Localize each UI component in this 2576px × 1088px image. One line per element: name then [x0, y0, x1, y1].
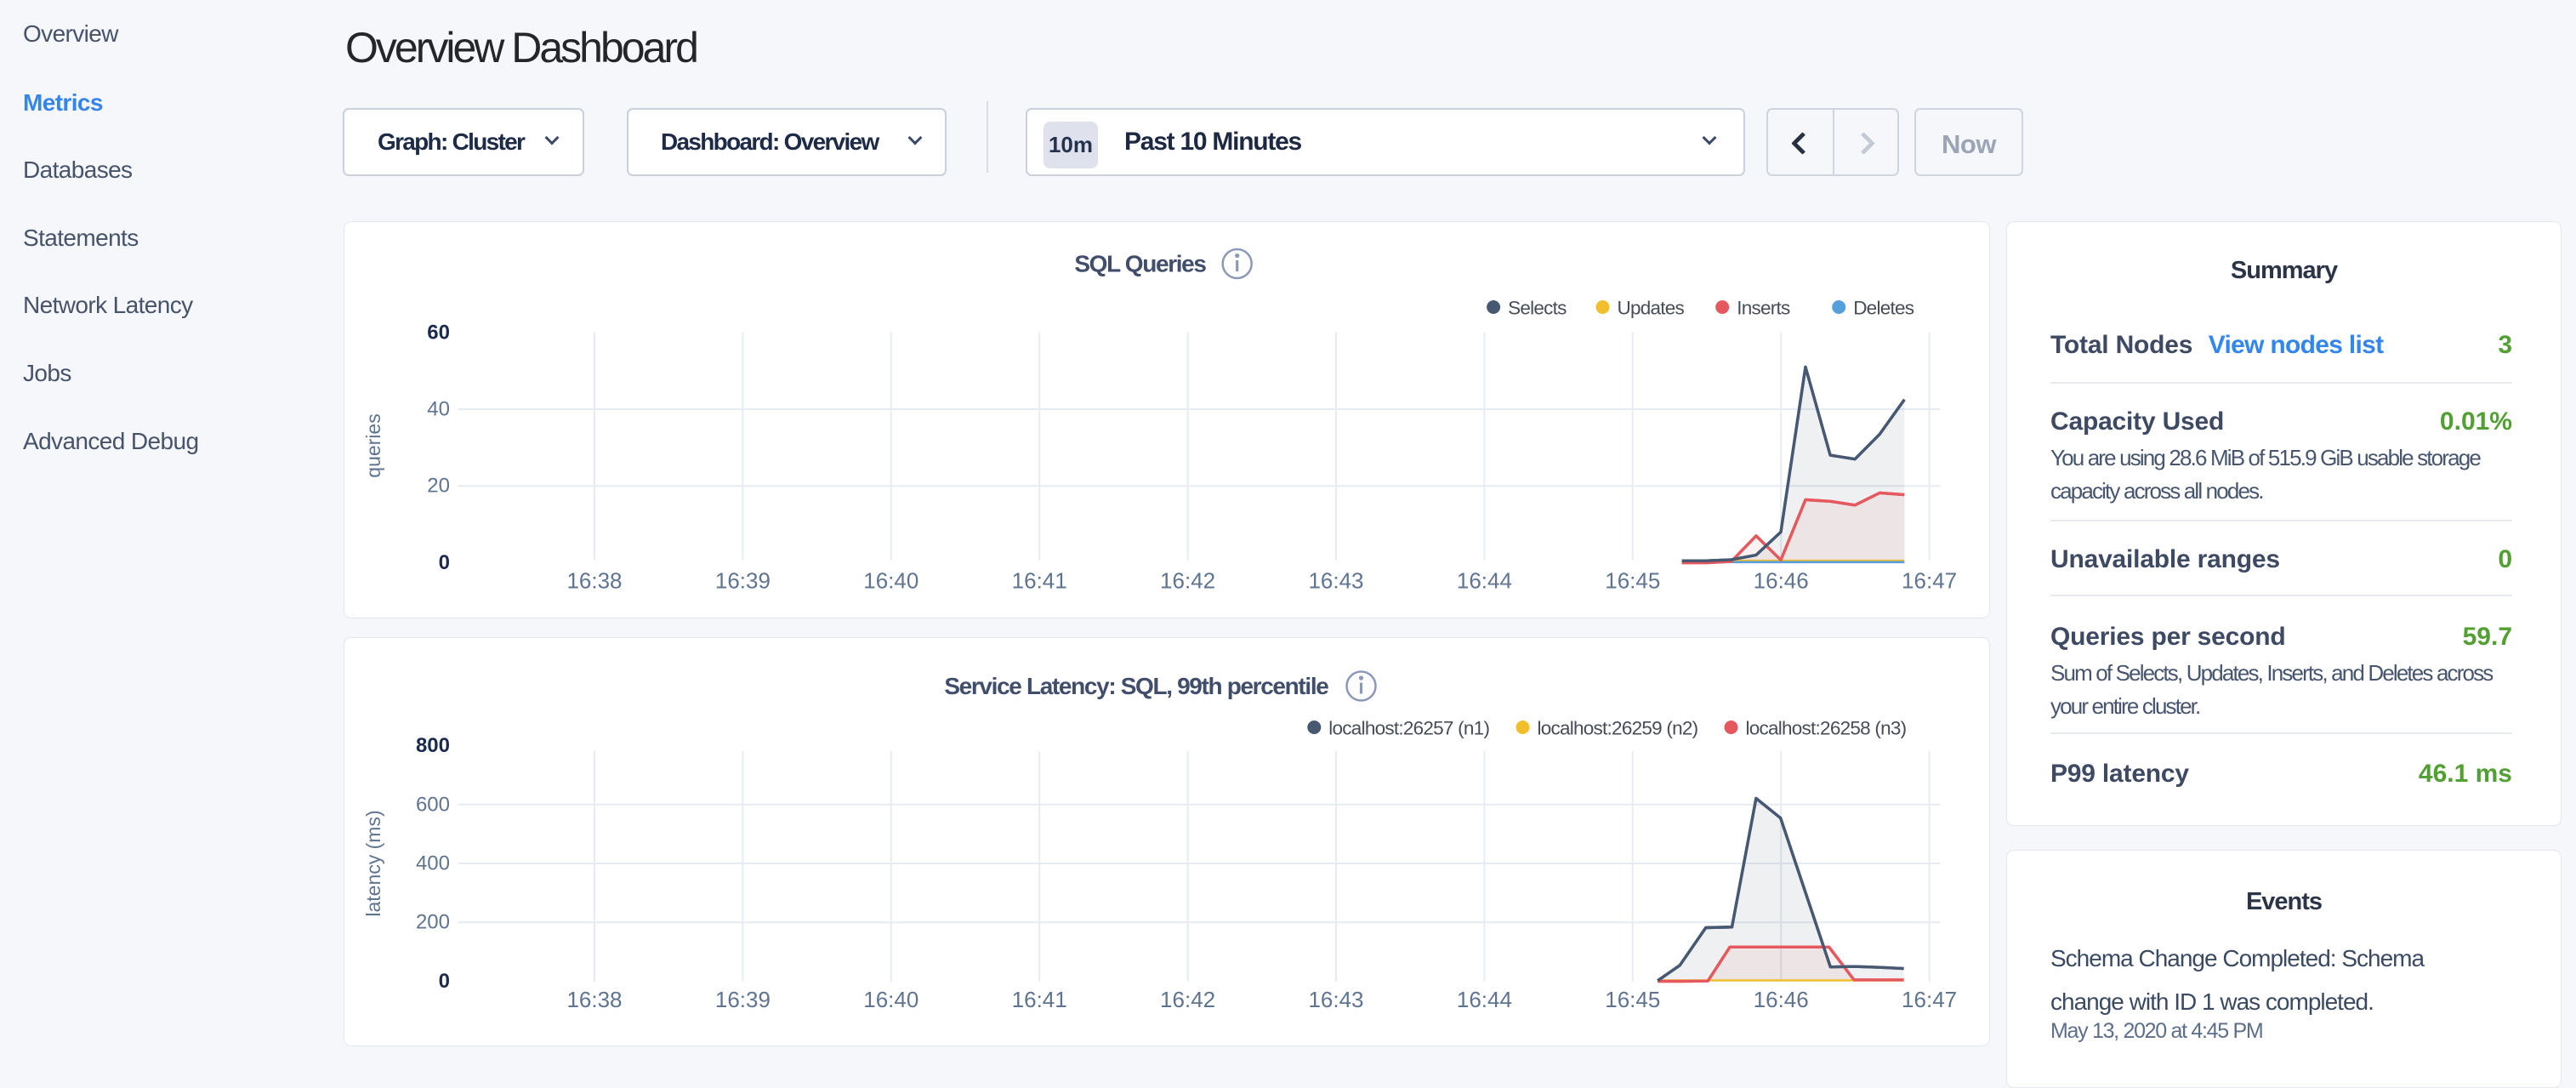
svg-text:Service Latency: SQL, 99th per: Service Latency: SQL, 99th percentile [944, 673, 1328, 699]
svg-text:16:42: 16:42 [1160, 567, 1215, 593]
svg-text:Updates: Updates [1617, 297, 1684, 318]
svg-text:16:40: 16:40 [863, 987, 918, 1012]
svg-text:16:47: 16:47 [1902, 567, 1957, 593]
svg-text:600: 600 [415, 793, 449, 816]
svg-text:Selects: Selects [1508, 297, 1567, 318]
svg-text:16:39: 16:39 [714, 567, 770, 593]
svg-text:SQL Queries: SQL Queries [1074, 250, 1206, 276]
svg-text:16:47: 16:47 [1902, 987, 1957, 1012]
svg-text:16:42: 16:42 [1160, 987, 1215, 1012]
svg-text:20: 20 [427, 474, 450, 497]
svg-text:localhost:26257 (n1): localhost:26257 (n1) [1328, 717, 1489, 738]
svg-text:40: 40 [427, 397, 450, 420]
svg-text:200: 200 [415, 910, 449, 933]
svg-text:16:46: 16:46 [1753, 567, 1808, 593]
svg-text:16:38: 16:38 [566, 987, 622, 1012]
svg-text:0: 0 [438, 551, 449, 574]
svg-text:16:41: 16:41 [1011, 987, 1066, 1012]
svg-text:400: 400 [415, 852, 449, 874]
svg-text:0: 0 [438, 970, 449, 993]
svg-text:16:45: 16:45 [1605, 567, 1660, 593]
svg-text:16:43: 16:43 [1308, 987, 1363, 1012]
svg-text:16:43: 16:43 [1308, 567, 1363, 593]
svg-text:localhost:26259 (n2): localhost:26259 (n2) [1537, 717, 1697, 738]
svg-text:16:46: 16:46 [1753, 987, 1808, 1012]
svg-text:16:38: 16:38 [566, 567, 622, 593]
svg-text:queries: queries [362, 413, 384, 477]
svg-text:latency (ms): latency (ms) [362, 810, 384, 916]
svg-text:16:40: 16:40 [863, 567, 918, 593]
svg-text:Deletes: Deletes [1853, 297, 1914, 318]
svg-text:16:41: 16:41 [1011, 567, 1066, 593]
svg-text:16:44: 16:44 [1456, 567, 1511, 593]
svg-text:Inserts: Inserts [1737, 297, 1790, 318]
svg-text:16:39: 16:39 [714, 987, 770, 1012]
svg-text:60: 60 [427, 321, 450, 344]
svg-text:16:45: 16:45 [1605, 987, 1660, 1012]
svg-text:localhost:26258 (n3): localhost:26258 (n3) [1745, 717, 1906, 738]
svg-text:800: 800 [415, 734, 449, 757]
svg-text:16:44: 16:44 [1456, 987, 1511, 1012]
